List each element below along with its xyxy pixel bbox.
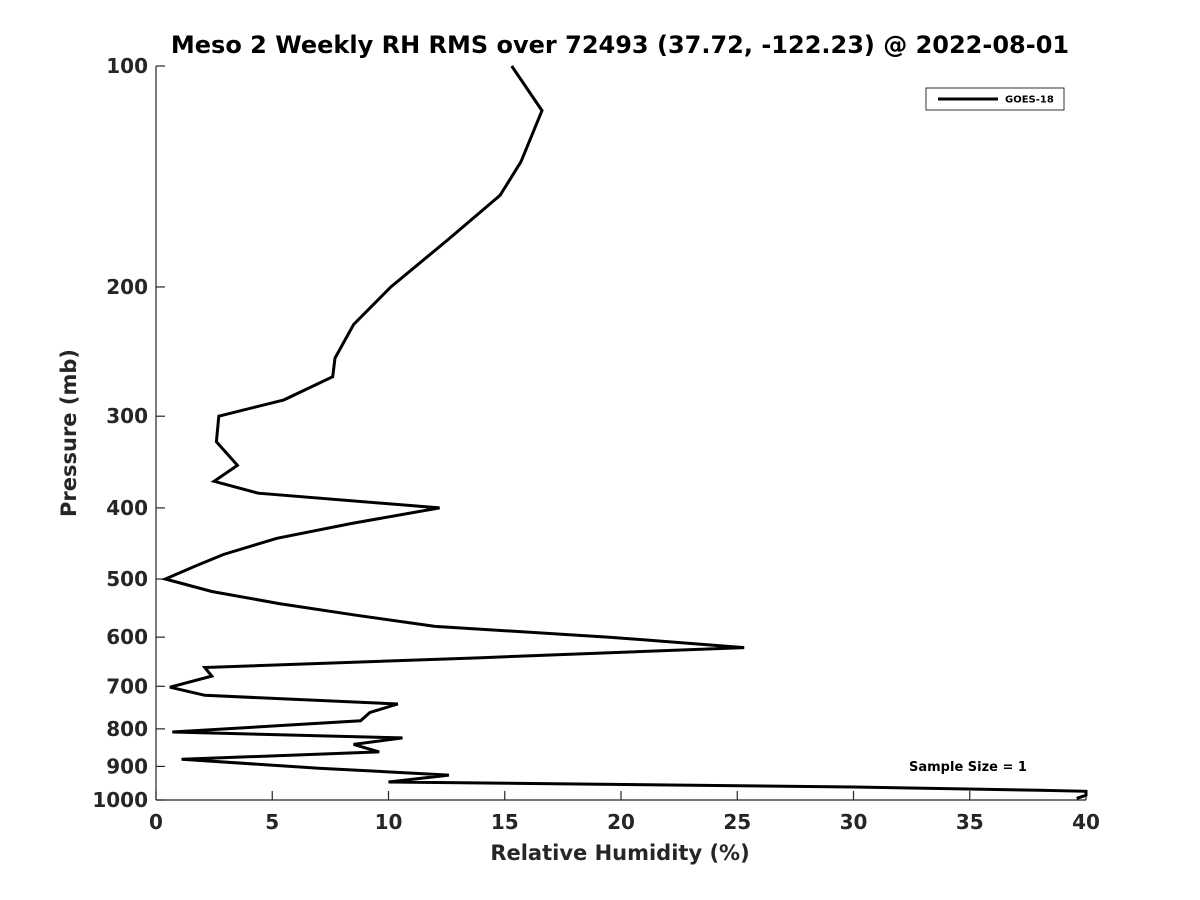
ticks: 0 5 10 15 20 25 30 35 40 100 200 300 400 500 600 700 800…: [92, 54, 1100, 834]
chart-title: Meso 2 Weekly RH RMS over 72493 (37.72, …: [171, 31, 1069, 59]
y-tick-label: 100: [106, 54, 148, 78]
x-tick-label: 5: [265, 810, 279, 834]
y-tick-label: 400: [106, 496, 148, 520]
x-tick-label: 20: [607, 810, 635, 834]
x-tick-label: 10: [375, 810, 403, 834]
axes: [155, 66, 1086, 801]
y-tick-label: 600: [106, 625, 148, 649]
x-tick-label: 25: [723, 810, 751, 834]
y-tick-label: 500: [106, 567, 148, 591]
x-tick-label: 15: [491, 810, 519, 834]
x-tick-label: 30: [840, 810, 868, 834]
y-tick-label: 900: [106, 754, 148, 778]
y-tick-label: 200: [106, 275, 148, 299]
x-tick-label: 40: [1072, 810, 1100, 834]
x-axis-label: Relative Humidity (%): [490, 841, 749, 865]
legend: GOES-18: [925, 87, 1065, 111]
legend-label-goes-18: GOES-18: [1005, 95, 1054, 106]
series-group: [160, 65, 1088, 800]
y-tick-label: 1000: [92, 788, 148, 812]
series-line-goes-18: [160, 65, 1088, 800]
sample-size-annotation: Sample Size = 1: [909, 760, 1027, 775]
y-axis-label: Pressure (mb): [57, 349, 81, 517]
y-tick-label: 700: [106, 674, 148, 698]
y-tick-label: 800: [106, 717, 148, 741]
y-tick-label: 300: [106, 404, 148, 428]
x-tick-label: 0: [149, 810, 163, 834]
x-tick-label: 35: [956, 810, 984, 834]
